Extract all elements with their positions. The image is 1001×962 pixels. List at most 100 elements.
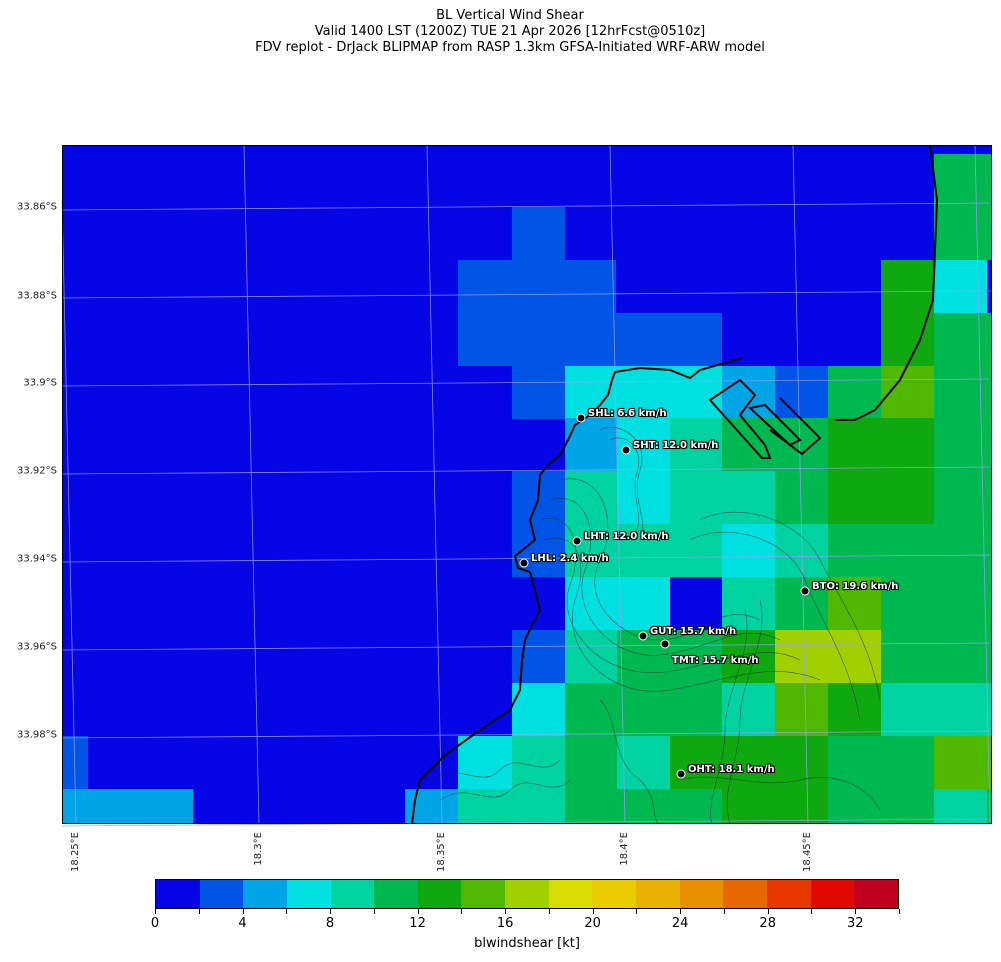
colorbar-segment [374, 880, 418, 908]
heatmap-cell [828, 683, 881, 736]
colorbar-segment [286, 880, 331, 908]
heatmap-cell [565, 683, 722, 736]
colorbar-segment [156, 880, 200, 908]
colorbar-segment [505, 880, 549, 908]
y-tick-label: 33.88°S [17, 290, 57, 302]
heatmap-cell [828, 577, 881, 630]
heatmap-cell [670, 736, 828, 789]
station-label-bto: BTO: 19.6 km/h [812, 581, 899, 592]
heatmap-cell [565, 524, 722, 577]
colorbar-tick [286, 909, 288, 914]
y-tick-label: 33.96°S [17, 641, 57, 653]
station-marker-icon [576, 413, 586, 423]
colorbar-segment [766, 880, 811, 908]
heatmap-cell [512, 207, 565, 260]
chart-source: FDV replot - DrJack BLIPMAP from RASP 1.… [255, 40, 765, 55]
x-tick-label: 18.25°E [70, 832, 81, 872]
colorbar-tick-label: 0 [150, 916, 160, 931]
station-label-tmt: TMT: 15.7 km/h [672, 655, 759, 666]
heatmap-cell [828, 366, 881, 419]
heatmap-cell [828, 418, 934, 524]
y-tick-label: 33.98°S [17, 729, 57, 741]
station-label-lht: LHT: 12.0 km/h [584, 531, 669, 542]
heatmap-cell [617, 418, 670, 471]
heatmap-cell [722, 418, 828, 471]
colorbar-segment [417, 880, 462, 908]
heatmap-cell [512, 683, 565, 736]
heatmap-cell [722, 366, 775, 419]
graticule [61, 144, 993, 827]
heatmap-cell [617, 471, 670, 524]
colorbar-segment [679, 880, 724, 908]
x-tick-label: 18.45°E [802, 832, 813, 872]
heatmap-cell [62, 789, 193, 824]
heatmap-cell [881, 736, 934, 789]
y-tick-label: 33.92°S [17, 465, 57, 477]
heatmap-cell [512, 366, 565, 419]
contour-lines [429, 427, 881, 825]
colorbar-tick [636, 909, 638, 914]
colorbar-tick [198, 909, 200, 914]
colorbar-tick [330, 909, 332, 914]
colorbar-tick [155, 909, 156, 914]
chart-title-block: BL Vertical Wind Shear Valid 1400 LST (1… [0, 8, 1001, 56]
heatmap-cell [828, 789, 934, 824]
heatmap-cell [934, 313, 992, 366]
chart-valid-time: Valid 1400 LST (1200Z) TUE 21 Apr 2026 [… [314, 24, 706, 39]
station-marker-icon [676, 769, 686, 779]
colorbar-segment [854, 880, 898, 908]
heatmap-cell [722, 789, 828, 824]
station-label-oht: OHT: 18.1 km/h [688, 764, 775, 775]
chart-title: BL Vertical Wind Shear [436, 8, 584, 23]
heatmap-cell [565, 471, 617, 524]
heatmap-cell [722, 577, 775, 630]
heatmap-cell [722, 524, 775, 577]
station-marker-icon [621, 445, 631, 455]
colorbar-tick [855, 909, 857, 914]
heatmap-cell [775, 683, 828, 736]
station-label-gut: GUT: 15.7 km/h [650, 626, 737, 637]
heatmap-cell [934, 789, 987, 824]
colorbar-tick [373, 909, 375, 914]
colorbar-tick [505, 909, 507, 914]
colorbar-tick-label: 24 [671, 916, 689, 931]
colorbar-segment [199, 880, 244, 908]
y-tick-label: 33.86°S [17, 201, 57, 213]
colorbar-tick-label: 32 [846, 916, 864, 931]
station-label-sht: SHT: 12.0 km/h [633, 440, 719, 451]
heatmap-cell [934, 366, 992, 524]
station-label-lhl: LHL: 2.4 km/h [531, 553, 609, 564]
colorbar-segment [810, 880, 855, 908]
station-label-shl: SHL: 6.6 km/h [588, 408, 667, 419]
heatmap-cell [512, 736, 565, 789]
colorbar-tick-label: 12 [409, 916, 426, 931]
colorbar-tick [548, 909, 550, 914]
station-marker-icon [519, 558, 529, 568]
heatmap-cell [775, 577, 828, 630]
colorbar [155, 879, 899, 909]
station-marker-icon [572, 536, 582, 546]
heatmap-cell [565, 789, 722, 824]
heatmap-cell [934, 736, 992, 789]
heatmap-cell [565, 630, 617, 683]
heatmap-cell [934, 154, 992, 260]
heatmap-cell [617, 736, 670, 789]
heatmap-cell [775, 366, 828, 419]
colorbar-tick [680, 909, 682, 914]
heatmap-cell [828, 524, 992, 577]
heatmap-cell [670, 471, 775, 524]
heatmap-cell [565, 736, 617, 789]
colorbar-tick [767, 909, 769, 914]
heatmap-cell [617, 630, 722, 683]
heatmap-cell [775, 630, 881, 683]
heatmap-cell [565, 366, 722, 419]
x-tick-label: 18.35°E [436, 832, 447, 872]
y-tick-label: 33.9°S [23, 377, 57, 389]
colorbar-tick [723, 909, 725, 914]
colorbar-tick-label: 28 [759, 916, 776, 931]
x-tick-label: 18.3°E [253, 832, 264, 866]
heatmap-cell [670, 418, 722, 471]
colorbar-tick [592, 909, 594, 914]
heatmap-cell [881, 683, 992, 736]
